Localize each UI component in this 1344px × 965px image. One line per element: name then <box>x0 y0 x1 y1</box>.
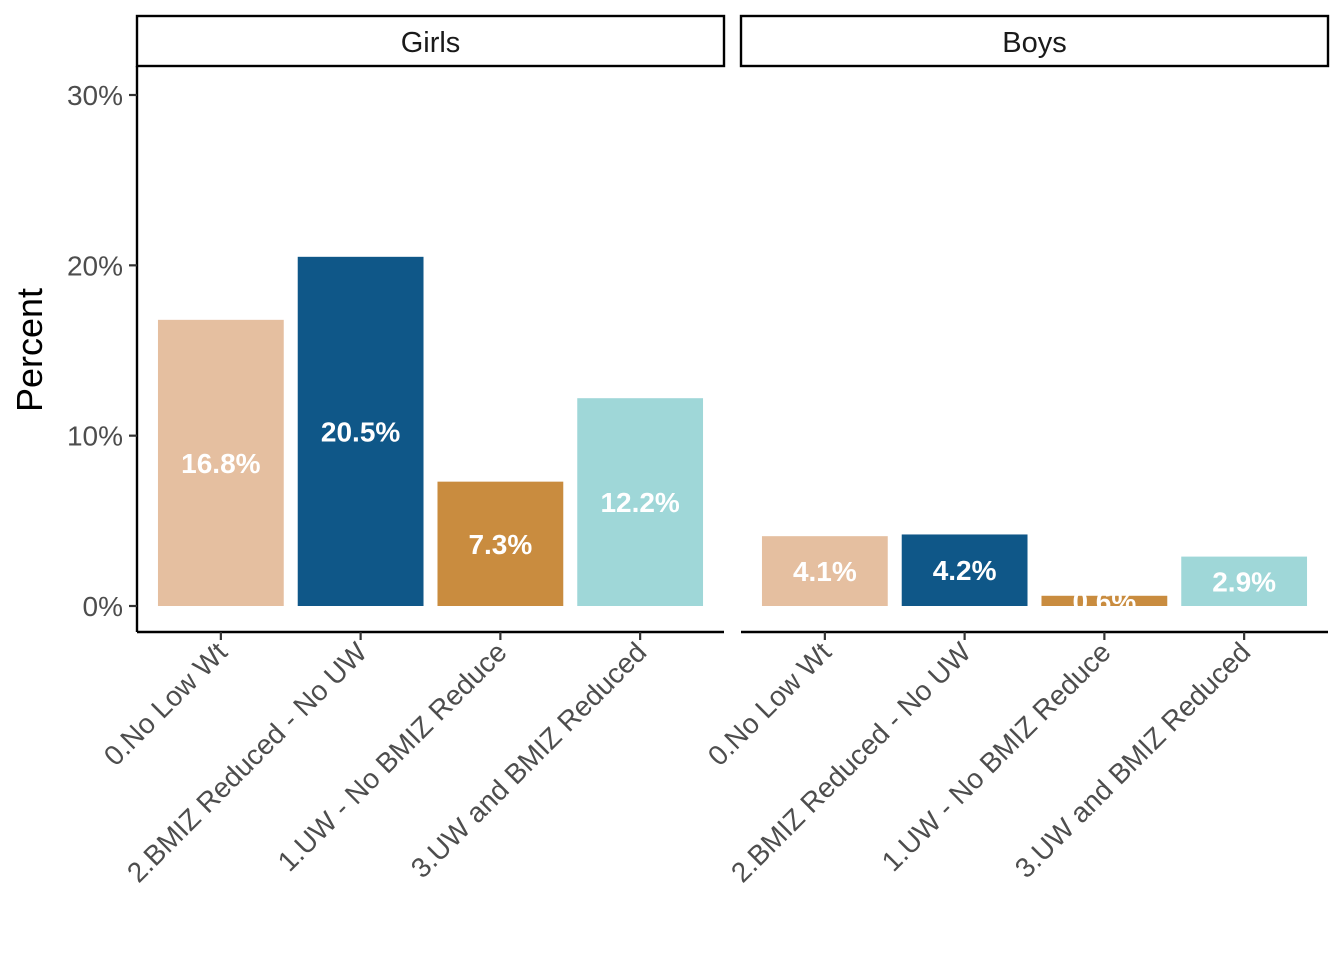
x-tick-label: 0.No Low Wt <box>702 636 837 771</box>
bar-data-label: 0.6% <box>1072 586 1136 617</box>
bar <box>157 319 284 606</box>
bar <box>761 536 888 606</box>
bar <box>1041 595 1168 606</box>
bar-data-label: 20.5% <box>321 416 400 447</box>
y-tick-label: 30% <box>67 80 123 111</box>
y-tick-label: 0% <box>83 591 123 622</box>
facet-panels: Girls 16.8% 0.No Low Wt 20.5% 2.BMIZ Reduced… <box>98 14 1330 888</box>
bar <box>297 256 424 606</box>
bar-data-label: 7.3% <box>468 529 532 560</box>
x-tick-label: 2.BMIZ Reduced - No UW <box>725 636 977 888</box>
bar <box>1181 556 1308 606</box>
x-tick-label: 0.No Low Wt <box>98 636 233 771</box>
facet-strip-label: Boys <box>1002 27 1066 59</box>
facet-strip <box>739 14 1330 68</box>
bar-data-label: 2.9% <box>1212 566 1276 597</box>
bar-data-label: 12.2% <box>600 487 679 518</box>
y-axis: 0% 10% 20% 30% <box>67 66 139 632</box>
bar <box>437 481 564 606</box>
bar <box>577 398 704 606</box>
y-tick-label: 10% <box>67 421 123 452</box>
y-axis-title: Percent <box>9 288 50 412</box>
x-tick-label: 3.UW and BMIZ Reduced <box>1009 636 1257 884</box>
facet-strip <box>135 14 726 68</box>
x-tick-label: 2.BMIZ Reduced - No UW <box>121 636 373 888</box>
bar-data-label: 16.8% <box>181 448 260 479</box>
y-axis-title-group: Percent <box>9 288 50 412</box>
bar-data-label: 4.2% <box>933 555 997 586</box>
bar-data-label: 4.1% <box>793 556 857 587</box>
facet-strip-label: Girls <box>401 27 461 59</box>
facet-panel-girls: Girls 16.8% 0.No Low Wt 20.5% 2.BMIZ Reduced… <box>98 14 726 888</box>
x-tick-label: 3.UW and BMIZ Reduced <box>405 636 653 884</box>
y-tick-label: 20% <box>67 250 123 281</box>
x-tick-label: 1.UW - No BMIZ Reduce <box>272 636 513 877</box>
x-tick-label: 1.UW - No BMIZ Reduce <box>876 636 1117 877</box>
facet-panel-boys: Boys 4.1% 0.No Low Wt 4.2% 2.BMIZ Reduced - … <box>702 14 1330 888</box>
bar <box>901 534 1028 606</box>
